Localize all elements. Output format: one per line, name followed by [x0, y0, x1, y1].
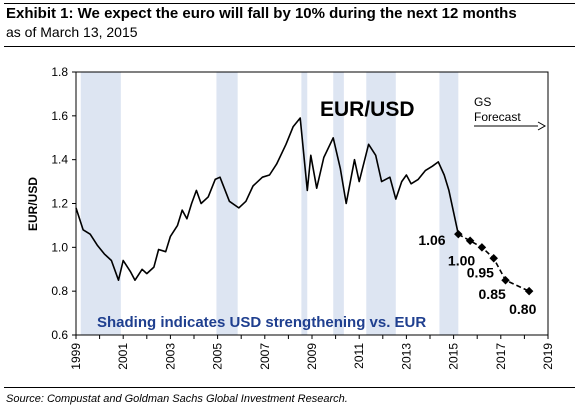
shading-band-3 — [333, 72, 344, 335]
value-label-3: 0.85 — [479, 286, 506, 302]
x-tick-label-4: 2007 — [258, 343, 272, 370]
value-label-1: 1.00 — [448, 252, 475, 268]
shading-band-0 — [80, 72, 121, 335]
forecast-point-2 — [477, 243, 487, 252]
x-tick-label-2: 2003 — [163, 343, 177, 370]
value-label-2: 0.95 — [467, 264, 494, 280]
y-tick-label-0: 0.6 — [51, 328, 68, 342]
forecast-point-3 — [489, 254, 498, 263]
x-tick-label-7: 2013 — [399, 343, 413, 370]
chart-title: EUR/USD — [320, 98, 415, 121]
eurusd-chart: 0.6 0.8 1.0 1.2 1.4 1.6 1.8 1999 2001 2003 2005 20… — [26, 65, 555, 370]
forecast-label-gs: GS — [474, 95, 491, 109]
y-tick-label-4: 1.4 — [51, 153, 68, 167]
y-axis-label: EUR/USD — [26, 177, 40, 231]
x-tick-label-3: 2005 — [211, 343, 225, 370]
history-line — [75, 117, 460, 282]
forecast-point-1 — [465, 236, 475, 246]
shading-band-1 — [216, 72, 238, 335]
y-tick-label-2: 1.0 — [51, 240, 68, 254]
shading-band-4 — [366, 72, 396, 335]
y-tick-label-1: 0.8 — [51, 284, 68, 298]
y-axis-ticks: 0.6 0.8 1.0 1.2 1.4 1.6 1.8 — [51, 65, 76, 342]
x-tick-label-10: 2019 — [541, 343, 555, 370]
x-tick-label-1: 2001 — [116, 343, 130, 370]
forecast-point-4 — [501, 275, 510, 285]
forecast-point-5 — [524, 286, 534, 296]
y-tick-label-3: 1.2 — [51, 197, 68, 211]
y-tick-label-5: 1.6 — [51, 109, 68, 123]
x-tick-label-6: 2011 — [352, 343, 366, 369]
y-tick-label-6: 1.8 — [51, 65, 68, 79]
header-rule — [4, 46, 575, 47]
shading-bands — [80, 72, 459, 335]
shading-note: Shading indicates USD strengthening vs. … — [97, 314, 426, 331]
x-tick-label-5: 2009 — [305, 343, 319, 370]
x-tick-label-8: 2015 — [447, 343, 461, 370]
exhibit-subtitle: as of March 13, 2015 — [6, 24, 138, 40]
source-note: Source: Compustat and Goldman Sachs Glob… — [6, 393, 348, 405]
forecast-arrow-head — [537, 121, 547, 131]
forecast-value-labels: 1.061.000.95 0.850.80 — [418, 232, 536, 317]
shading-band-5 — [439, 72, 459, 335]
top-rule — [4, 3, 575, 4]
forecast-label-forecast: Forecast — [474, 110, 521, 124]
x-tick-label-9: 2017 — [494, 343, 508, 370]
value-label-4: 0.80 — [509, 301, 536, 317]
x-axis-ticks: 1999 2001 2003 2005 2007 2009 2011 2013 2015 2017… — [69, 335, 555, 370]
shading-band-2 — [301, 72, 308, 335]
x-tick-label-0: 1999 — [69, 343, 83, 370]
value-label-0: 1.06 — [418, 232, 445, 248]
forecast-point-0 — [454, 229, 463, 239]
footer-rule — [4, 387, 575, 388]
series-lines — [75, 117, 534, 296]
exhibit-title: Exhibit 1: We expect the euro will fall … — [6, 5, 517, 22]
